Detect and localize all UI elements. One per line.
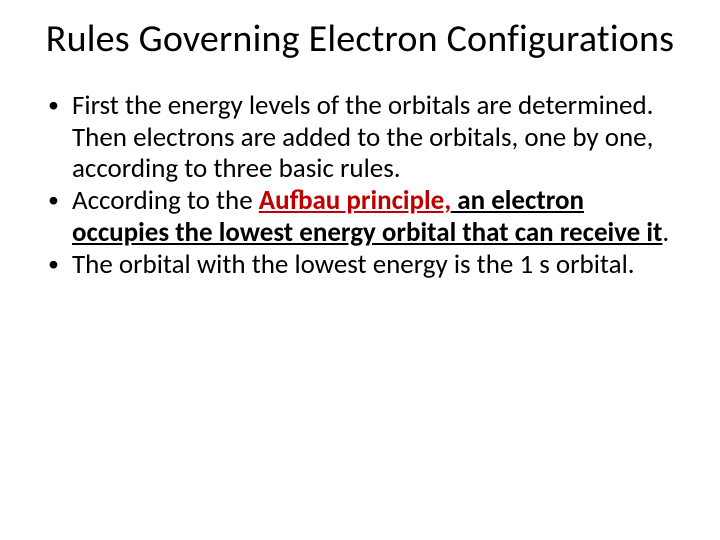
bullet-suffix: . [662, 216, 669, 249]
bullet-text: The orbital with the lowest energy is th… [72, 248, 635, 281]
term-aufbau: Aufbau principle, [259, 184, 451, 217]
bullet-text: First the energy levels of the orbitals … [72, 89, 653, 186]
slide-title: Rules Governing Electron Configurations [42, 18, 678, 62]
list-item: First the energy levels of the orbitals … [42, 90, 678, 186]
bullet-prefix: According to the [72, 184, 259, 217]
list-item: According to the Aufbau principle, an el… [42, 185, 678, 249]
list-item: The orbital with the lowest energy is th… [42, 249, 678, 281]
bullet-list: First the energy levels of the orbitals … [42, 90, 678, 281]
